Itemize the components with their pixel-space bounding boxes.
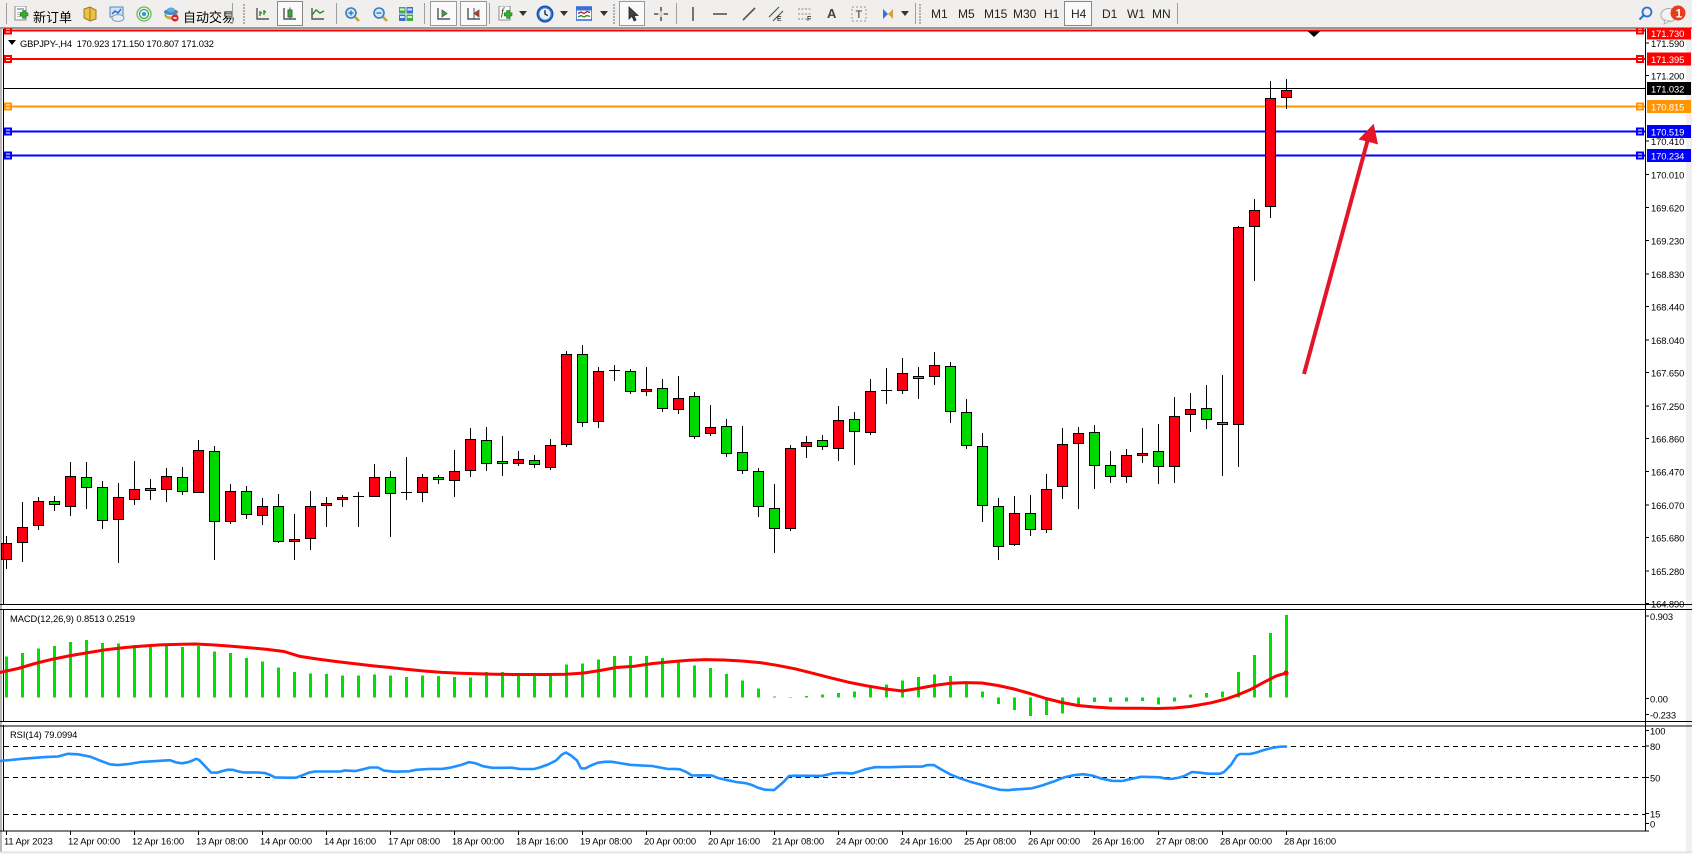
svg-text:14 Apr 16:00: 14 Apr 16:00 [324, 836, 376, 847]
svg-text:169.620: 169.620 [1651, 203, 1684, 214]
svg-text:26 Apr 00:00: 26 Apr 00:00 [1028, 836, 1080, 847]
svg-text:170.519: 170.519 [1651, 127, 1684, 138]
svg-text:168.440: 168.440 [1651, 302, 1684, 313]
svg-text:-0.233: -0.233 [1650, 710, 1676, 721]
svg-text:50: 50 [1650, 773, 1660, 784]
svg-text:24 Apr 00:00: 24 Apr 00:00 [836, 836, 888, 847]
svg-text:20 Apr 00:00: 20 Apr 00:00 [644, 836, 696, 847]
svg-text:18 Apr 00:00: 18 Apr 00:00 [452, 836, 504, 847]
svg-text:24 Apr 16:00: 24 Apr 16:00 [900, 836, 952, 847]
svg-text:171.200: 171.200 [1651, 71, 1684, 82]
svg-text:164.890: 164.890 [1651, 599, 1684, 610]
svg-text:167.250: 167.250 [1651, 401, 1684, 412]
svg-text:17 Apr 08:00: 17 Apr 08:00 [388, 836, 440, 847]
svg-text:14 Apr 00:00: 14 Apr 00:00 [260, 836, 312, 847]
svg-text:RSI(14) 79.0994: RSI(14) 79.0994 [10, 729, 77, 740]
svg-text:GBPJPY-,H4 170.923 171.150 17: GBPJPY-,H4 170.923 171.150 170.807 171.0… [20, 38, 214, 49]
svg-text:20 Apr 16:00: 20 Apr 16:00 [708, 836, 760, 847]
svg-text:166.860: 166.860 [1651, 434, 1684, 445]
svg-text:0.903: 0.903 [1650, 611, 1673, 622]
svg-text:18 Apr 16:00: 18 Apr 16:00 [516, 836, 568, 847]
svg-text:T: T [856, 9, 863, 21]
svg-text:171.730: 171.730 [1651, 28, 1684, 39]
svg-text:12 Apr 16:00: 12 Apr 16:00 [132, 836, 184, 847]
svg-text:MACD(12,26,9) 0.8513 0.2519: MACD(12,26,9) 0.8513 0.2519 [10, 613, 135, 624]
svg-text:100: 100 [1650, 726, 1665, 737]
svg-text:25 Apr 08:00: 25 Apr 08:00 [964, 836, 1016, 847]
svg-text:15: 15 [1650, 809, 1660, 820]
svg-text:26 Apr 16:00: 26 Apr 16:00 [1092, 836, 1144, 847]
svg-text:11 Apr 2023: 11 Apr 2023 [4, 836, 53, 847]
svg-text:170.010: 170.010 [1651, 170, 1684, 181]
svg-text:168.830: 168.830 [1651, 269, 1684, 280]
svg-text:1: 1 [1676, 7, 1683, 21]
svg-text:0.00: 0.00 [1650, 694, 1668, 705]
svg-text:170.410: 170.410 [1651, 136, 1684, 147]
svg-text:0: 0 [1650, 819, 1655, 830]
svg-text:171.590: 171.590 [1651, 38, 1684, 49]
svg-text:171.395: 171.395 [1651, 54, 1684, 65]
svg-text:E: E [777, 16, 782, 22]
svg-text:169.230: 169.230 [1651, 236, 1684, 247]
svg-text:28 Apr 00:00: 28 Apr 00:00 [1220, 836, 1272, 847]
svg-text:166.070: 166.070 [1651, 500, 1684, 511]
svg-text:166.470: 166.470 [1651, 467, 1684, 478]
svg-text:170.234: 170.234 [1651, 151, 1684, 162]
svg-text:12 Apr 00:00: 12 Apr 00:00 [68, 836, 120, 847]
svg-text:165.280: 165.280 [1651, 566, 1684, 577]
svg-text:171.032: 171.032 [1651, 84, 1684, 95]
svg-text:f: f [501, 7, 505, 18]
svg-text:19 Apr 08:00: 19 Apr 08:00 [580, 836, 632, 847]
svg-text:F: F [807, 16, 811, 22]
svg-text:167.650: 167.650 [1651, 368, 1684, 379]
svg-text:168.040: 168.040 [1651, 335, 1684, 346]
svg-text:13 Apr 08:00: 13 Apr 08:00 [196, 836, 248, 847]
svg-text:165.680: 165.680 [1651, 533, 1684, 544]
svg-text:21 Apr 08:00: 21 Apr 08:00 [772, 836, 824, 847]
svg-text:170.815: 170.815 [1651, 102, 1684, 113]
svg-text:80: 80 [1650, 741, 1660, 752]
svg-text:27 Apr 08:00: 27 Apr 08:00 [1156, 836, 1208, 847]
svg-text:28 Apr 16:00: 28 Apr 16:00 [1284, 836, 1336, 847]
